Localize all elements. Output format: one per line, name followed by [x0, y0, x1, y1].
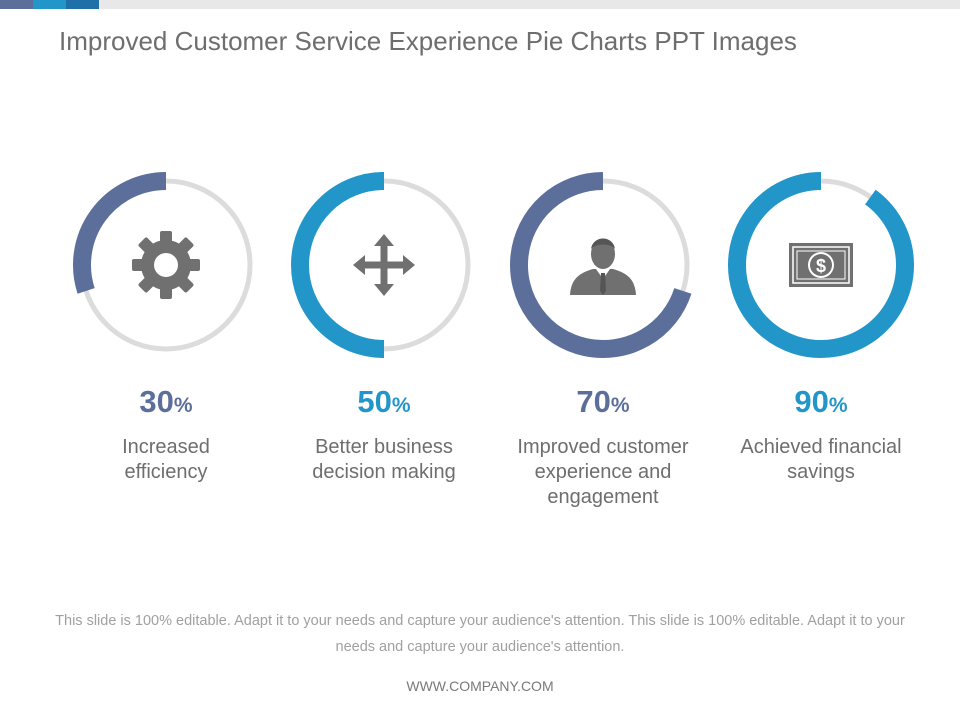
label-efficiency: Increased efficiency	[122, 436, 210, 483]
accent-segment-slate	[0, 0, 33, 9]
label-savings: Achieved financial savings	[740, 436, 902, 483]
svg-text:$: $	[816, 256, 826, 276]
percent-engagement: 70%	[503, 384, 703, 420]
donut-arc-decision	[291, 172, 385, 358]
percent-value: 70	[576, 384, 611, 419]
donut-arc-savings	[728, 172, 914, 358]
donut-arc-efficiency	[73, 172, 167, 294]
percent-value: 30	[139, 384, 174, 419]
accent-segment-blue	[33, 0, 66, 9]
percent-value: 50	[357, 384, 392, 419]
donut-card-decision: 50% Better business decision making	[284, 170, 484, 483]
donut-arc-engagement	[510, 172, 692, 358]
businessman-icon	[570, 238, 636, 295]
donut-chart-engagement	[510, 172, 692, 358]
percent-value: 90	[794, 384, 829, 419]
percent-decision: 50%	[284, 384, 484, 420]
donut-chart-efficiency	[73, 172, 253, 352]
percent-savings: 90%	[721, 384, 921, 420]
company-url[interactable]: WWW.COMPANY.COM	[406, 678, 554, 694]
donut-card-savings: $ 90% Achieved financial savings	[721, 170, 921, 483]
percent-unit: %	[828, 394, 848, 417]
footer-note: This slide is 100% editable. Adapt it to…	[55, 613, 905, 655]
slide-title: Improved Customer Service Experience Pie…	[59, 26, 797, 56]
accent-segment-dark	[66, 0, 99, 9]
gear-icon	[132, 231, 200, 299]
donut-card-engagement: 70% Improved customer experience and engag…	[503, 170, 703, 508]
move-arrows-icon	[353, 234, 415, 296]
percent-unit: %	[391, 394, 411, 417]
donut-card-efficiency: 30% Increased efficiency	[66, 170, 266, 483]
percent-unit: %	[173, 394, 193, 417]
top-accent-bar	[0, 0, 960, 9]
label-engagement: Improved customer experience and engagemen…	[517, 436, 689, 508]
donut-chart-savings: $	[728, 172, 914, 358]
donut-chart-decision	[291, 172, 471, 358]
percent-efficiency: 30%	[66, 384, 266, 420]
label-decision: Better business decision making	[312, 436, 456, 483]
dollar-bill-icon: $	[789, 243, 853, 287]
percent-unit: %	[610, 394, 630, 417]
